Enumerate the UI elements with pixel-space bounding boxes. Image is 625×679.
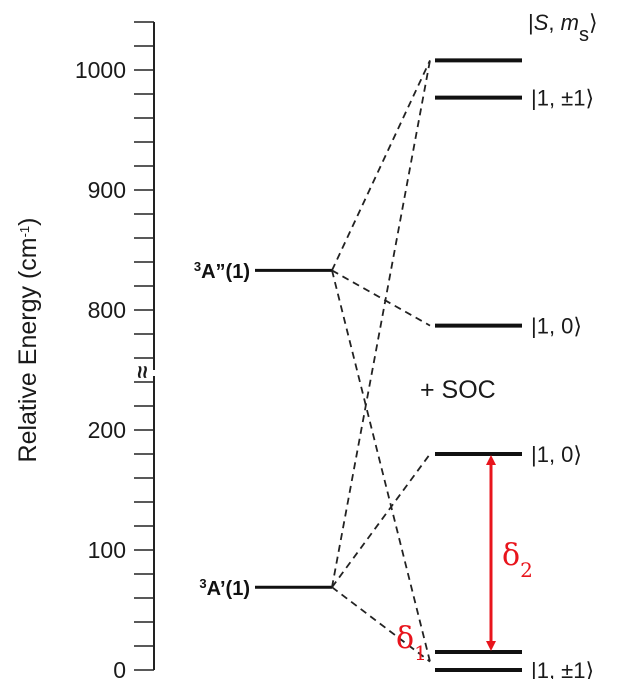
correlation-line-3 <box>331 60 431 588</box>
header-ket-label: |S, ms⟩ <box>528 10 598 46</box>
axis-break-symbol: ≈ <box>129 365 155 378</box>
tick-label-200: 200 <box>88 417 126 443</box>
axis-title: Relative Energy (cm-1) <box>14 218 42 463</box>
soc-level-ket-1: |1, ±1⟩ <box>531 86 594 111</box>
tick-label-1000: 1000 <box>75 57 126 83</box>
upper-state-label: 3A”(1) <box>194 259 250 284</box>
tick-label-0: 0 <box>113 657 126 679</box>
delta2-label: δ2 <box>502 538 533 582</box>
correlation-line-1 <box>331 269 431 327</box>
soc-level-ket-5: |1, ±1⟩ <box>531 658 594 679</box>
tick-label-800: 800 <box>88 297 126 323</box>
delta1-label: δ1 <box>396 621 427 665</box>
correlation-line-5 <box>331 586 431 663</box>
correlation-lines <box>331 60 431 663</box>
soc-level-ket-3: |1, 0⟩ <box>531 442 582 467</box>
correlation-line-0 <box>331 60 431 271</box>
tick-label-900: 900 <box>88 177 126 203</box>
correlation-line-2 <box>331 270 431 662</box>
tick-label-100: 100 <box>88 537 126 563</box>
soc-label: + SOC <box>420 376 496 404</box>
soc-level-ket-2: |1, 0⟩ <box>531 314 582 339</box>
lower-state-label: 3A’(1) <box>199 576 250 601</box>
soc-levels: |1, ±1⟩ |1, 0⟩ |1, 0⟩ |1, ±1⟩ <box>435 58 594 679</box>
correlation-line-4 <box>331 453 431 588</box>
